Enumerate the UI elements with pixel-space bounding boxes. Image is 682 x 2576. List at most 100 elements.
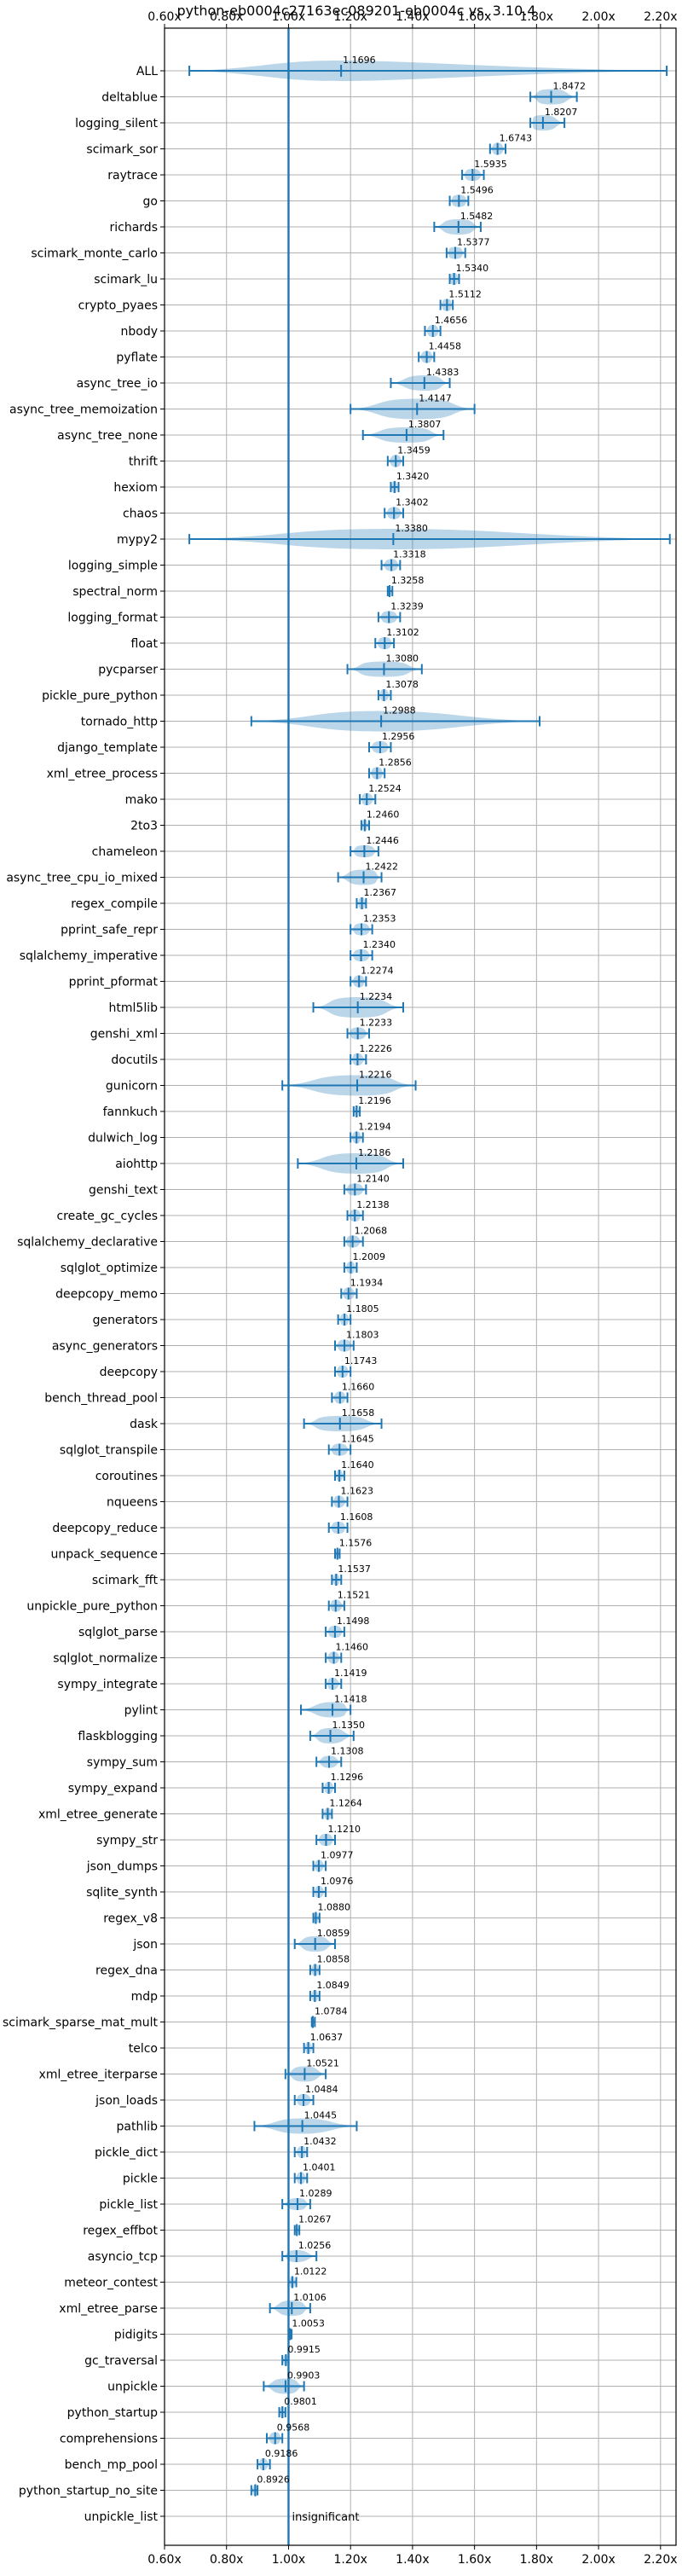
- benchmark-label: scimark_lu: [94, 273, 158, 287]
- value-label: 1.3318: [393, 549, 426, 560]
- benchmark-label: sympy_sum: [87, 1756, 158, 1770]
- value-label: 1.0289: [299, 2188, 332, 2199]
- value-label: 1.1521: [338, 1590, 371, 1601]
- benchmark-label: deepcopy_memo: [55, 1288, 158, 1302]
- benchmark-label: async_generators: [52, 1340, 158, 1354]
- value-label: 1.2340: [363, 939, 396, 950]
- value-label: 1.8472: [553, 81, 587, 92]
- value-label: 0.9801: [284, 2396, 317, 2407]
- x-axis-top: 0.60x 0.80x 1.00x 1.20x 1.40x 1.60x 1.80x 2.00x…: [147, 10, 678, 28]
- benchmark-label: aiohttp: [115, 1157, 158, 1171]
- benchmark-label: nqueens: [107, 1496, 158, 1510]
- y-gridlines: [160, 70, 676, 2517]
- value-label: 1.1419: [334, 1668, 367, 1679]
- value-label: 1.2194: [358, 1122, 391, 1133]
- benchmark-label: go: [143, 195, 158, 209]
- x-tick-label-bottom: 1.60x: [458, 2553, 491, 2567]
- benchmark-label: mdp: [131, 1990, 159, 2004]
- benchmark-label: json: [132, 1938, 158, 1952]
- benchmark-label: unpack_sequence: [51, 1548, 158, 1562]
- plot-frame: [164, 27, 677, 2546]
- x-tick-label-bottom: 0.60x: [147, 2553, 181, 2567]
- value-label: 1.1743: [344, 1355, 378, 1366]
- value-label: 1.1576: [339, 1538, 373, 1549]
- benchmark-label: regex_effbot: [83, 2225, 158, 2238]
- value-label: 1.1805: [346, 1303, 379, 1314]
- x-tick-label-top: 0.60x: [147, 10, 181, 24]
- benchmark-label: sqlalchemy_imperative: [20, 949, 158, 963]
- value-label: 1.0859: [317, 1928, 350, 1939]
- value-label: 1.5482: [460, 211, 494, 222]
- benchmark-label: genshi_xml: [90, 1028, 158, 1041]
- x-tick-label-top: 1.80x: [520, 10, 553, 24]
- benchmark-label: 2to3: [130, 820, 158, 833]
- benchmark-label: bench_mp_pool: [65, 2458, 158, 2472]
- benchmark-label: html5lib: [109, 1001, 159, 1015]
- value-label: 1.0637: [310, 2032, 344, 2043]
- x-tick-label-bottom: 1.80x: [520, 2553, 553, 2567]
- value-label: 1.0401: [303, 2162, 336, 2173]
- benchmark-label: pickle: [123, 2173, 158, 2186]
- value-label: 1.1350: [332, 1720, 366, 1731]
- x-axis-bottom: 0.60x 0.80x 1.00x 1.20x 1.40x 1.60x 1.80x 2.00x…: [147, 2545, 678, 2567]
- x-tick-label-top: 1.40x: [396, 10, 429, 24]
- benchmark-label: comprehensions: [60, 2433, 158, 2446]
- value-label: 1.1308: [331, 1746, 364, 1757]
- value-label: 1.3239: [390, 601, 424, 612]
- benchmark-label: coroutines: [95, 1470, 158, 1483]
- benchmark-label: gunicorn: [106, 1080, 158, 1094]
- benchmark-label: scimark_sparse_mat_mult: [3, 2016, 158, 2030]
- benchmark-label: json_dumps: [86, 1860, 158, 1874]
- value-label: 1.3459: [397, 445, 431, 456]
- benchmark-label: mako: [125, 793, 158, 807]
- value-label: 1.0977: [321, 1850, 354, 1861]
- x-tick-label-top: 2.00x: [581, 10, 615, 24]
- benchmark-label: pickle_pure_python: [42, 689, 158, 703]
- value-label: 0.9186: [265, 2448, 298, 2459]
- value-label: 1.4147: [419, 393, 451, 404]
- benchmark-label: crypto_pyaes: [78, 299, 158, 313]
- benchmark-label: meteor_contest: [64, 2277, 158, 2290]
- benchmark-label: sympy_expand: [68, 1782, 158, 1796]
- benchmark-label: docutils: [111, 1053, 158, 1067]
- x-tick-label-bottom: 2.20x: [644, 2553, 677, 2567]
- x-tick-label-bottom: 1.40x: [396, 2553, 429, 2567]
- value-label: 1.3402: [396, 497, 429, 508]
- benchmark-label: tornado_http: [81, 716, 158, 729]
- benchmark-label: async_tree_none: [57, 429, 158, 443]
- x-tick-label-bottom: 1.20x: [333, 2553, 367, 2567]
- benchmark-label: gc_traversal: [84, 2354, 158, 2368]
- benchmark-label: float: [131, 637, 159, 651]
- y-axis-labels: ALL deltablue logging_silent scimark_sorray…: [3, 65, 159, 2524]
- x-tick-label-top: 0.80x: [210, 10, 243, 24]
- value-label: 1.0106: [293, 2292, 327, 2303]
- benchmark-label: sqlglot_transpile: [60, 1444, 158, 1458]
- value-label: 1.1658: [342, 1407, 375, 1419]
- value-label: 1.0858: [317, 1954, 350, 1965]
- value-label: 1.1210: [327, 1824, 361, 1835]
- violin-marks: [188, 61, 671, 2497]
- x-tick-label-bottom: 1.00x: [272, 2553, 305, 2567]
- value-label: 1.6743: [500, 133, 533, 144]
- value-label: 1.0432: [303, 2136, 337, 2147]
- benchmark-label: xml_etree_iterparse: [39, 2068, 158, 2082]
- value-label: 1.3102: [386, 627, 419, 638]
- benchmark-label: sqlalchemy_declarative: [17, 1236, 158, 1250]
- benchmark-label: xml_etree_generate: [38, 1808, 158, 1822]
- benchmark-label: sqlite_synth: [86, 1886, 158, 1900]
- value-label: 1.0267: [298, 2214, 332, 2225]
- value-label: 1.2524: [368, 783, 402, 794]
- value-label: 1.5935: [474, 159, 507, 170]
- value-label: 1.5377: [457, 237, 490, 248]
- benchmark-label: async_tree_io: [77, 377, 158, 391]
- benchmark-label: regex_compile: [71, 897, 158, 911]
- benchmark-label: spectral_norm: [72, 585, 158, 599]
- value-label: 1.4383: [426, 367, 459, 378]
- value-label: 1.2446: [366, 835, 399, 846]
- value-label: 0.8926: [257, 2474, 290, 2486]
- value-label: 1.2856: [379, 757, 412, 769]
- value-label: 1.1696: [343, 55, 376, 66]
- benchmark-label: deepcopy: [100, 1366, 158, 1379]
- value-label: 1.1660: [342, 1382, 375, 1393]
